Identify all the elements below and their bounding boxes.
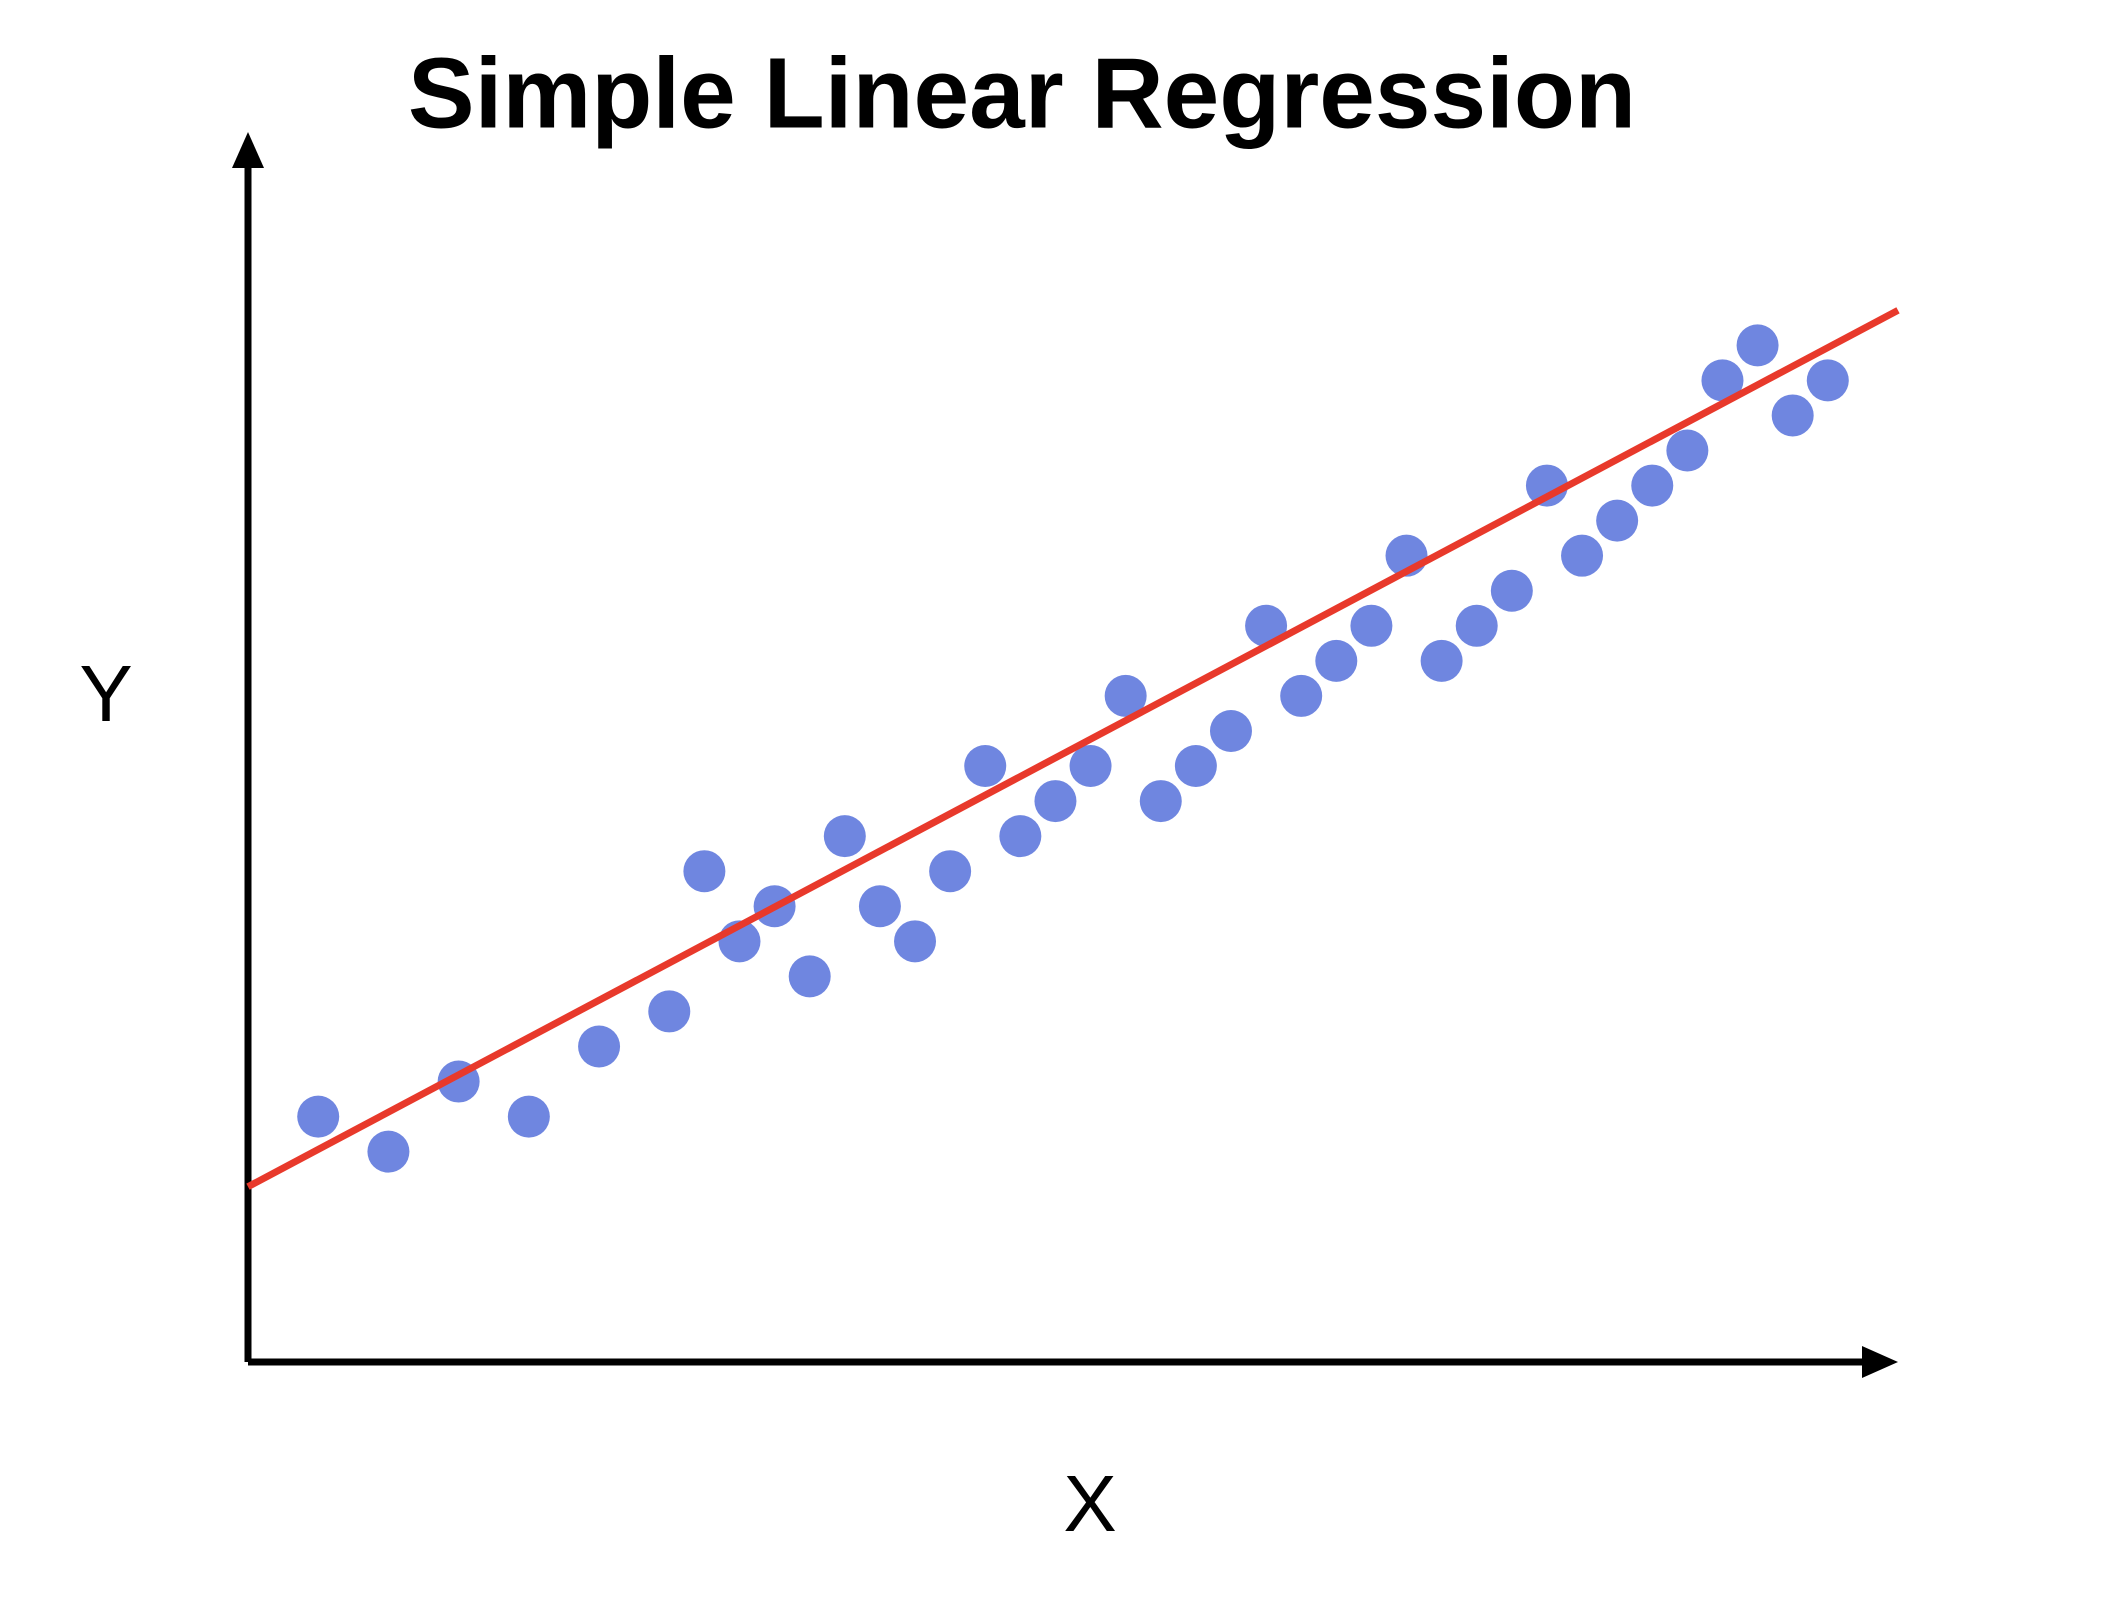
data-point	[1525, 464, 1568, 507]
data-point	[1245, 604, 1288, 647]
data-point	[1631, 464, 1674, 507]
regression-line	[246, 307, 1900, 1190]
data-point	[823, 815, 866, 858]
data-point	[1561, 534, 1604, 577]
data-point	[1666, 429, 1709, 472]
data-point	[1280, 674, 1323, 717]
data-point	[1139, 780, 1182, 823]
data-point	[1420, 639, 1463, 682]
x-axis-arrow	[1862, 1346, 1898, 1378]
y-axis-arrow	[232, 132, 264, 168]
data-point	[1596, 499, 1639, 542]
data-point	[964, 745, 1007, 788]
data-point	[648, 990, 691, 1033]
data-point	[1174, 745, 1217, 788]
data-point	[297, 1095, 340, 1138]
data-point	[894, 920, 937, 963]
data-point	[1490, 569, 1533, 612]
y-axis-label: Y	[79, 649, 132, 738]
data-point	[1350, 604, 1393, 647]
data-point	[683, 850, 726, 893]
data-point	[1701, 359, 1744, 402]
data-point	[1455, 604, 1498, 647]
data-point	[788, 955, 831, 998]
data-point	[999, 815, 1042, 858]
data-point	[1104, 674, 1147, 717]
data-point	[1771, 394, 1814, 437]
data-point	[1806, 359, 1849, 402]
data-point	[1069, 745, 1112, 788]
data-point	[367, 1130, 410, 1173]
data-point	[858, 885, 901, 928]
data-point	[1209, 709, 1252, 752]
data-point	[1315, 639, 1358, 682]
data-point	[507, 1095, 550, 1138]
chart-title: Simple Linear Regression	[408, 37, 1636, 149]
data-point	[929, 850, 972, 893]
data-point	[1736, 324, 1779, 367]
data-point	[578, 1025, 621, 1068]
data-point	[1034, 780, 1077, 823]
x-axis-label: X	[1063, 1459, 1116, 1548]
